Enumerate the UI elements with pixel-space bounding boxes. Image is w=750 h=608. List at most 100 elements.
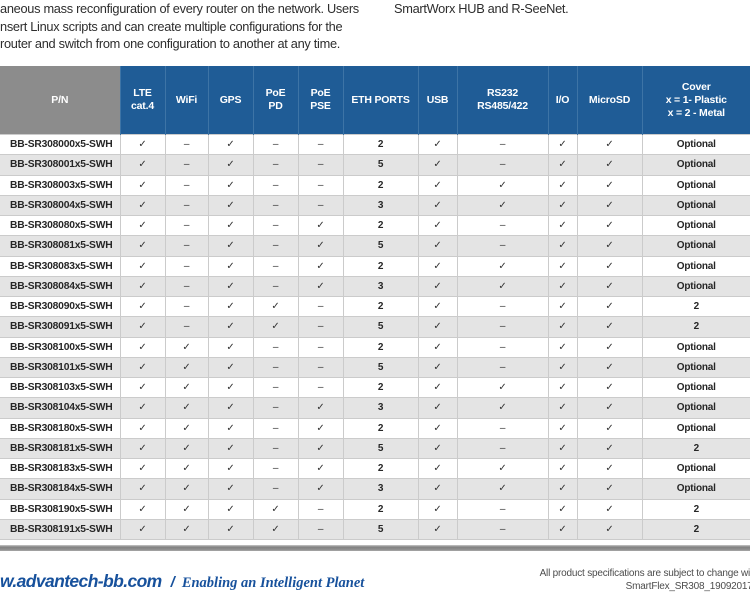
value-cell: 2 [641,437,750,460]
check-cell: ✓ [417,518,458,541]
check-cell: ✓ [207,437,254,460]
dash-cell: – [297,336,344,358]
check-cell: ✓ [547,518,578,541]
check-cell: ✓ [456,255,549,277]
value-cell: 2 [342,336,419,358]
value-cell: 2 [342,255,419,277]
check-cell: ✓ [164,376,209,399]
value-cell: 5 [342,437,419,460]
dash-cell: – [164,235,209,257]
check-cell: ✓ [119,316,166,338]
value-cell: Optional [641,356,750,379]
check-cell: ✓ [207,194,254,217]
footer-slash: / [170,574,175,591]
check-cell: ✓ [456,457,549,480]
check-cell: ✓ [417,154,458,176]
dash-cell: – [164,295,209,318]
dash-cell: – [252,275,299,298]
check-cell: ✓ [207,235,254,257]
column-header: USB [417,66,457,135]
column-header: MicroSD [576,66,642,135]
value-cell: Optional [641,417,750,439]
value-cell: 5 [342,316,419,338]
website-link[interactable]: w.advantech-bb.com [0,571,162,591]
check-cell: ✓ [576,316,643,338]
intro-line: router and switch from one configuration… [0,36,341,52]
dash-cell: – [252,133,299,156]
value-cell: 5 [342,356,419,379]
check-cell: ✓ [297,478,344,500]
table-row: BB-SR308181x5-SWH ✓ ✓ ✓ – ✓ 5 ✓ – ✓ ✓ 2 [0,437,750,460]
table-row: BB-SR308001x5-SWH ✓ – ✓ – –5 ✓ – ✓ ✓ Optional [0,154,750,176]
check-cell: ✓ [207,478,254,500]
column-header: Cover x = 1- Plastic x = 2 - Metal [641,66,750,135]
check-cell: ✓ [547,457,578,480]
value-cell: Optional [641,478,750,500]
check-cell: ✓ [207,275,254,298]
part-number-cell: BB-SR308084x5-SWH [0,275,121,298]
table-row: BB-SR308004x5-SWH ✓ – ✓ – –3 ✓ ✓ ✓ ✓ Optional [0,194,750,217]
check-cell: ✓ [547,235,578,257]
part-number-cell: BB-SR308181x5-SWH [0,437,121,460]
check-cell: ✓ [119,376,166,399]
dash-cell: – [252,235,299,257]
check-cell: ✓ [417,194,458,217]
check-cell: ✓ [547,417,578,439]
check-cell: ✓ [547,255,578,277]
value-cell: Optional [641,275,750,298]
check-cell: ✓ [119,437,166,460]
check-cell: ✓ [119,397,166,419]
value-cell: 5 [342,518,419,541]
dash-cell: – [252,336,299,358]
check-cell: ✓ [576,356,643,379]
check-cell: ✓ [576,194,643,217]
check-cell: ✓ [207,174,254,196]
check-cell: ✓ [207,356,254,379]
part-number-cell: BB-SR308083x5-SWH [0,255,121,277]
dash-cell: – [252,154,299,176]
check-cell: ✓ [164,518,209,541]
check-cell: ✓ [547,194,578,217]
check-cell: ✓ [576,235,643,257]
part-number-cell: BB-SR308090x5-SWH [0,295,121,318]
dash-cell: – [252,457,299,480]
dash-cell: – [164,275,209,298]
check-cell: ✓ [119,133,166,156]
value-cell: Optional [641,174,750,196]
table-row: BB-SR308091x5-SWH ✓ – ✓ ✓ –5 ✓ – ✓ ✓ 2 [0,316,750,338]
column-header: LTE cat.4 [119,66,165,135]
table-row: BB-SR308180x5-SWH ✓ ✓ ✓ – ✓ 2 ✓ – ✓ ✓ Optional [0,417,750,439]
check-cell: ✓ [417,397,458,419]
dash-cell: – [164,255,209,277]
part-number-cell: BB-SR308103x5-SWH [0,376,121,399]
dash-cell: – [252,437,299,460]
dash-cell: – [252,174,299,196]
check-cell: ✓ [547,316,578,338]
dash-cell: – [297,498,344,520]
value-cell: 2 [342,214,419,237]
footer-note-line: All product specifications are subject t… [539,568,750,579]
check-cell: ✓ [119,174,166,196]
dash-cell: – [297,316,344,338]
intro-right-paragraph: SmartWorx HUB and R-SeeNet. [394,0,744,18]
check-cell: ✓ [207,457,254,480]
dash-cell: – [297,376,344,399]
check-cell: ✓ [252,316,299,338]
dash-cell: – [252,356,299,379]
intro-right-line: SmartWorx HUB and R-SeeNet. [394,1,569,16]
check-cell: ✓ [164,457,209,480]
value-cell: 2 [641,518,750,541]
check-cell: ✓ [207,154,254,176]
table-body: BB-SR308000x5-SWH ✓ – ✓ – –2 ✓ – ✓ ✓ Optional BB-SR… [0,133,750,541]
table-row: BB-SR308000x5-SWH ✓ – ✓ – –2 ✓ – ✓ ✓ Optional [0,133,750,156]
value-cell: 3 [342,397,419,419]
dash-cell: – [456,356,549,379]
dash-cell: – [164,194,209,217]
check-cell: ✓ [417,417,458,439]
column-header: RS232 RS485/422 [456,66,548,135]
table-row: BB-SR308101x5-SWH ✓ ✓ ✓ – –5 ✓ – ✓ ✓ Optional [0,356,750,379]
check-cell: ✓ [119,498,166,520]
check-cell: ✓ [417,255,458,277]
check-cell: ✓ [164,336,209,358]
column-header: WiFi [164,66,208,135]
